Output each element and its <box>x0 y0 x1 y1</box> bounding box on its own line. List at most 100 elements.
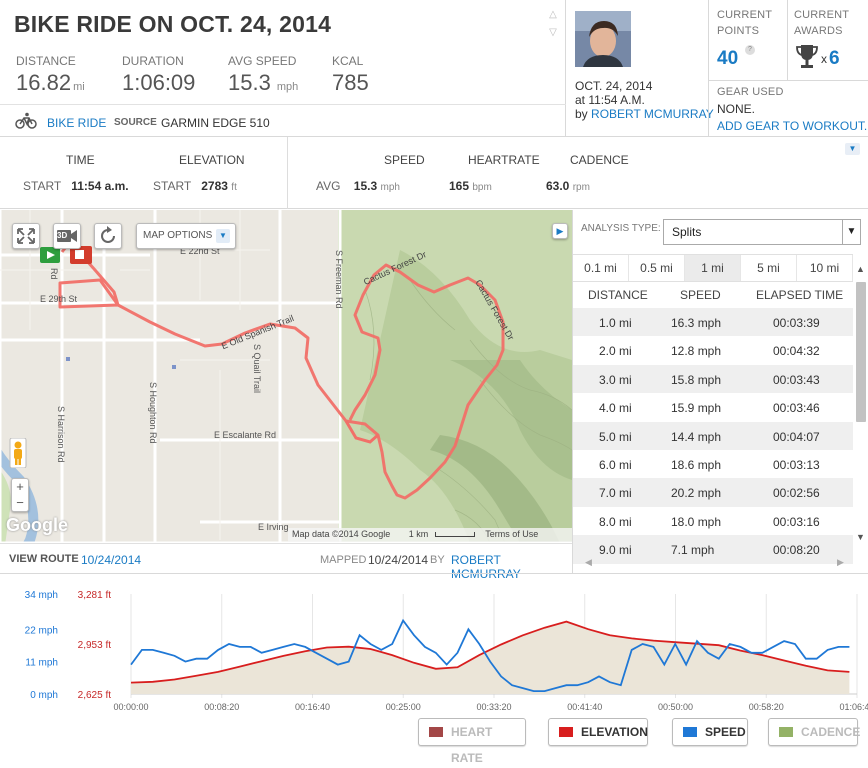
table-row[interactable]: 3.0 mi 15.8 mph 00:03:43 <box>573 364 853 394</box>
x-tick-label: 00:50:00 <box>658 702 693 712</box>
workout-type-bar: BIKE RIDE SOURCE GARMIN EDGE 510 <box>0 104 566 137</box>
legend-toggle-cadence[interactable]: CADENCE <box>768 718 860 746</box>
table-cell: 00:03:16 <box>773 514 820 529</box>
avatar-photo <box>575 11 631 67</box>
analysis-type-select[interactable]: Splits ▼ <box>663 219 861 245</box>
3d-button[interactable]: 3D <box>53 223 81 249</box>
tab-5-mi[interactable]: 5 mi <box>741 255 797 281</box>
owner-panel <box>566 0 708 137</box>
table-cell: 15.9 mph <box>671 401 722 416</box>
stat-distance-value: 16.82 mi <box>16 70 85 95</box>
horizontal-scrollbar[interactable]: ◀ ▶ <box>581 556 851 570</box>
street-label: E 29th St <box>40 294 78 304</box>
tab-0.1-mi[interactable]: 0.1 mi <box>573 255 629 281</box>
owner-name-link[interactable]: ROBERT MCMURRAY <box>591 107 714 121</box>
legend-swatch <box>779 727 793 737</box>
add-gear-link[interactable]: ADD GEAR TO WORKOUT. <box>717 119 868 133</box>
map-options-button[interactable]: MAP OPTIONS ▼ <box>136 223 236 249</box>
fullscreen-button[interactable] <box>12 223 40 249</box>
street-label: E Irving <box>258 522 289 532</box>
scroll-right-icon[interactable]: ▶ <box>837 557 844 567</box>
vertical-scrollbar[interactable]: ▲ ▼ <box>855 264 867 546</box>
legend-toggle-speed[interactable]: SPEED <box>672 718 748 746</box>
collapse-panel-button[interactable]: ▶ <box>552 223 568 239</box>
analysis-panel: ANALYSIS TYPE: Splits ▼ 0.1 mi 0.5 mi 1 … <box>572 210 868 573</box>
column-header: SPEED <box>680 288 721 302</box>
elevation-header: ELEVATION <box>179 153 245 167</box>
legend-swatch <box>429 727 443 737</box>
bicycle-icon <box>15 112 37 129</box>
owner-info: OCT. 24, 2014 at 11:54 A.M. by ROBERT MC… <box>575 79 714 121</box>
awards-panel: CURRENT AWARDS x 6 <box>788 0 868 80</box>
chart-canvas[interactable]: 00:00:00 00:08:20 00:16:40 00:25:00 00:33:20… <box>0 574 868 768</box>
table-row[interactable]: 6.0 mi 18.6 mph 00:03:13 <box>573 450 853 478</box>
table-cell: 1.0 mi <box>599 316 632 330</box>
table-cell: 14.4 mph <box>671 429 722 444</box>
legend-toggle-elevation[interactable]: ELEVATION <box>548 718 648 746</box>
avatar[interactable] <box>575 11 631 67</box>
route-map[interactable]: E 29th St E Old Spanish Trail S Quail Tr… <box>0 210 572 543</box>
awards-count: 6 <box>829 48 840 69</box>
splits-table-header: DISTANCE SPEED ELAPSED TIME <box>573 288 853 308</box>
scrollbar-thumb[interactable] <box>856 282 866 422</box>
map-options-label: MAP OPTIONS <box>143 230 213 241</box>
table-row[interactable]: 4.0 mi 15.9 mph 00:03:46 <box>573 393 853 421</box>
heartrate-header: HEARTRATE <box>468 153 540 167</box>
help-icon[interactable]: ? <box>745 45 755 55</box>
splits-table-body: 1.0 mi 16.3 mph 00:03:39 2.0 mi 12.8 mph 00:0… <box>573 308 853 564</box>
scroll-left-icon[interactable]: ◀ <box>585 557 592 567</box>
stat-duration-value: 1:06:09 <box>122 70 196 95</box>
table-cell: 00:04:32 <box>773 344 820 359</box>
table-cell: 00:03:39 <box>773 316 820 330</box>
terms-link[interactable]: Terms of Use <box>485 529 539 539</box>
x-tick-label: 00:58:20 <box>749 702 784 712</box>
stat-avg-speed-label: AVG SPEED <box>228 54 297 68</box>
view-route-date[interactable]: 10/24/2014 <box>81 553 142 567</box>
map-canvas[interactable] <box>0 210 572 543</box>
table-cell: 5.0 mi <box>599 429 632 444</box>
zoom-out-button[interactable]: − <box>16 495 24 510</box>
street-label: S Harrison Rd <box>56 406 66 463</box>
mapped-owner-link[interactable]: ROBERT MCMURRAY <box>451 553 521 581</box>
table-row[interactable]: 2.0 mi 12.8 mph 00:04:32 <box>573 336 853 364</box>
table-cell: 8.0 mi <box>599 514 632 529</box>
legend-toggle-heart-rate[interactable]: HEART RATE <box>418 718 526 765</box>
scroll-down-icon[interactable]: ▼ <box>856 532 865 542</box>
street-label: S Quail Trail <box>252 344 262 394</box>
zoom-in-button[interactable]: + <box>16 479 24 494</box>
chevron-up-icon[interactable]: △ <box>549 9 557 20</box>
zoom-controls: + − <box>11 478 29 512</box>
replay-button[interactable] <box>94 223 122 249</box>
legend-swatch <box>683 727 697 737</box>
table-cell: 20.2 mph <box>671 486 722 501</box>
table-cell: 3.0 mi <box>599 372 632 387</box>
tab-1-mi[interactable]: 1 mi <box>685 255 741 281</box>
table-cell: 00:03:13 <box>773 457 820 472</box>
street-label: E 22nd St <box>180 246 220 256</box>
table-row[interactable]: 1.0 mi 16.3 mph 00:03:39 <box>573 308 853 337</box>
workout-chart: 00:00:00 00:08:20 00:16:40 00:25:00 00:33:20… <box>0 573 868 768</box>
scroll-up-icon[interactable]: ▲ <box>856 264 865 274</box>
refresh-icon <box>101 226 115 243</box>
table-cell: 00:02:56 <box>773 486 820 501</box>
table-row[interactable]: 8.0 mi 18.0 mph 00:03:16 <box>573 507 853 535</box>
points-label: CURRENT POINTS <box>717 9 773 37</box>
pegman-icon[interactable] <box>9 437 27 469</box>
source-value: GARMIN EDGE 510 <box>161 116 270 130</box>
stat-avg-speed-value: 15.3 mph <box>228 70 299 95</box>
map-attribution: Map data ©2014 Google <box>292 529 391 539</box>
table-cell: 16.3 mph <box>671 316 722 330</box>
table-cell: 7.1 mph <box>671 543 715 558</box>
workout-type-link[interactable]: BIKE RIDE <box>47 116 107 130</box>
table-row[interactable]: 9.0 mi 7.1 mph 00:08:20 <box>573 535 853 564</box>
table-row[interactable]: 7.0 mi 20.2 mph 00:02:56 <box>573 478 853 507</box>
elevation-start: START 2783 ft <box>153 179 237 193</box>
tab-10-mi[interactable]: 10 mi <box>797 255 853 281</box>
page-title: BIKE RIDE ON OCT. 24, 2014 <box>14 11 332 37</box>
map-scale: 1 km <box>408 529 429 539</box>
expand-summary-icon[interactable]: ▼ <box>845 143 860 155</box>
table-row[interactable]: 5.0 mi 14.4 mph 00:04:07 <box>573 421 853 450</box>
chevron-down-icon[interactable]: ▽ <box>549 27 557 38</box>
chevron-down-icon: ▼ <box>842 220 860 244</box>
tab-0.5-mi[interactable]: 0.5 mi <box>629 255 685 281</box>
